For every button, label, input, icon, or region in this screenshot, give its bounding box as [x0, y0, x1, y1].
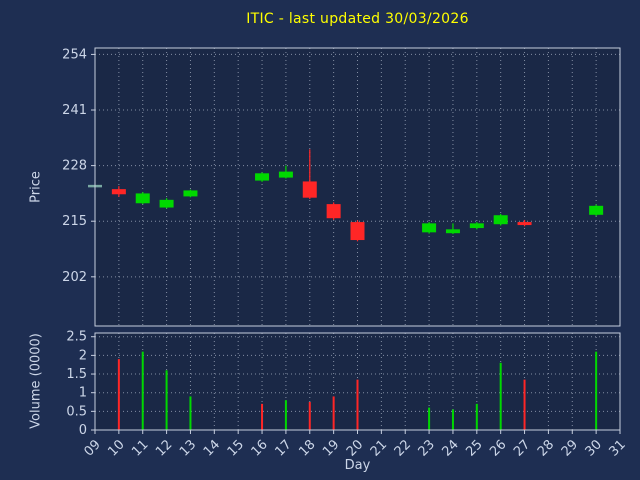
candle-body-day-19: [326, 204, 341, 219]
x-tick-label: 09: [82, 437, 104, 459]
x-tick-label: 26: [487, 437, 509, 459]
x-tick-label: 16: [249, 437, 271, 459]
x-tick-label: 28: [535, 437, 557, 459]
price-tick-label: 254: [62, 47, 87, 62]
candle-body-day-30: [589, 205, 604, 215]
volume-bar-day-24: [451, 409, 454, 430]
x-tick-label: 27: [511, 437, 533, 459]
candle-body-day-26: [493, 215, 508, 225]
price-tick-label: 241: [62, 103, 87, 118]
volume-tick-label: 2: [79, 348, 87, 363]
volume-bar-day-18: [308, 402, 311, 430]
candle-body-day-17: [278, 171, 293, 178]
volume-bar-day-16: [261, 403, 264, 430]
x-tick-label: 21: [368, 437, 390, 459]
candle-body-day-18: [302, 181, 317, 198]
x-tick-label: 11: [129, 437, 151, 459]
candle-body-day-12: [159, 199, 174, 208]
x-tick-label: 13: [177, 437, 199, 459]
volume-bar-day-11: [141, 351, 144, 430]
volume-tick-label: 2.5: [66, 330, 87, 345]
candle-body-day-16: [255, 173, 270, 181]
price-tick-label: 228: [62, 159, 87, 174]
candle-body-day-10: [111, 189, 126, 195]
x-tick-label: 20: [344, 437, 366, 459]
price-tick-label: 202: [62, 270, 87, 285]
volume-bar-day-30: [595, 351, 598, 430]
x-tick-label: 29: [559, 437, 581, 459]
volume-bar-day-20: [356, 379, 359, 430]
candle-body-day-25: [469, 223, 484, 229]
volume-bar-day-10: [117, 359, 120, 430]
volume-bar-day-23: [428, 407, 431, 430]
volume-bar-day-27: [523, 379, 526, 430]
volume-axis-label: Volume (0000): [28, 333, 44, 429]
volume-bar-day-17: [284, 400, 287, 430]
volume-tick-label: 1: [79, 386, 87, 401]
x-tick-label: 14: [201, 437, 223, 459]
x-axis-label: Day: [344, 458, 371, 473]
volume-tick-label: 1.5: [66, 367, 87, 382]
volume-bar-day-12: [165, 370, 168, 430]
x-tick-label: 22: [392, 437, 414, 459]
candle-body-day-23: [422, 223, 437, 233]
x-tick-label: 15: [225, 437, 247, 459]
x-tick-label: 18: [296, 437, 318, 459]
price-axis-label: Price: [28, 171, 44, 203]
x-tick-label: 17: [272, 437, 294, 459]
price-pane-border: [94, 47, 621, 327]
volume-bar-day-25: [475, 403, 478, 430]
volume-pane-border: [94, 332, 621, 431]
volume-tick-label: 0: [79, 423, 87, 438]
volume-bar-day-13: [189, 396, 192, 430]
candle-body-day-27: [517, 222, 532, 226]
candle-body-day-11: [135, 193, 150, 204]
x-tick-label: 30: [583, 437, 605, 459]
candle-body-day-20: [350, 222, 365, 241]
x-tick-label: 24: [439, 437, 461, 459]
volume-bar-day-19: [332, 396, 335, 430]
x-tick-label: 12: [153, 437, 175, 459]
x-tick-label: 19: [320, 437, 342, 459]
volume-bar-day-26: [499, 362, 502, 430]
price-pane-background: [95, 48, 620, 326]
price-tick-label: 215: [62, 214, 87, 229]
candle-body-day-13: [183, 190, 198, 197]
x-tick-label: 31: [607, 437, 629, 459]
volume-tick-label: 0.5: [66, 404, 87, 419]
x-tick-label: 10: [105, 437, 127, 459]
candle-body-day-24: [445, 229, 460, 234]
x-tick-label: 23: [416, 437, 438, 459]
x-tick-label: 25: [463, 437, 485, 459]
chart-title: ITIC - last updated 30/03/2026: [246, 11, 469, 27]
